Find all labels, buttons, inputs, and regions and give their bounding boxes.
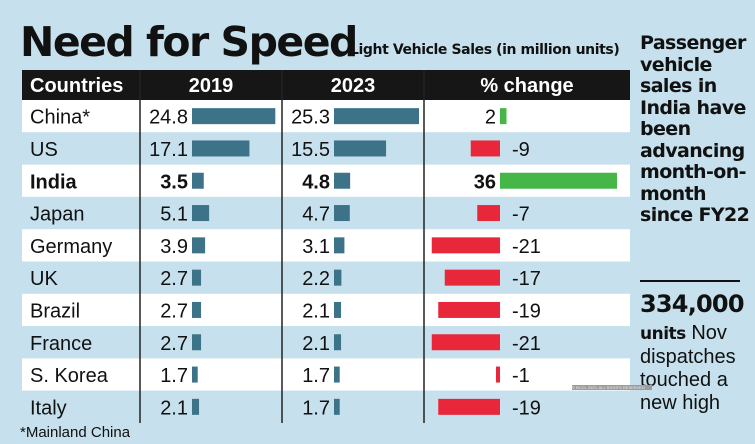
value-bar (334, 205, 350, 222)
cell-value-label: 2.2 (302, 268, 330, 290)
pct-change-bar (500, 108, 507, 125)
pct-change-label: -1 (512, 365, 530, 387)
table-row-bg (22, 390, 630, 423)
column-header: % change (480, 75, 573, 97)
pct-change-label: 36 (474, 171, 496, 193)
pct-change-label: -21 (512, 333, 541, 355)
pct-change-bar (477, 205, 500, 222)
cell-value-label: 2.7 (160, 268, 188, 290)
pct-change-label: -21 (512, 236, 541, 258)
cell-value-label: 3.5 (160, 171, 188, 193)
pct-change-bar (438, 398, 500, 415)
cell-value-label: 3.1 (302, 236, 330, 258)
value-bar (334, 334, 342, 351)
table-row-bg (22, 293, 630, 327)
value-bar (192, 269, 202, 286)
side-stat-text: Nov dispatches touched a new high (640, 322, 736, 414)
value-bar (334, 108, 419, 125)
value-bar (192, 398, 200, 415)
value-bar (192, 140, 250, 157)
pct-change-bar (438, 301, 500, 318)
pct-change-bar (431, 237, 500, 254)
value-bar (192, 366, 198, 383)
value-bar (334, 237, 345, 254)
row-country-label: US (30, 139, 58, 161)
pct-change-label: 2 (485, 107, 496, 129)
pct-change-bar (431, 334, 500, 351)
value-bar (192, 301, 202, 318)
column-header: Countries (30, 75, 123, 97)
table-row-bg (22, 358, 630, 391)
pct-change-bar (444, 269, 500, 286)
pct-change-label: -19 (512, 300, 541, 322)
cell-value-label: 2.1 (160, 397, 188, 419)
cell-value-label: 5.1 (160, 204, 188, 226)
cell-value-label: 2.7 (160, 300, 188, 322)
value-bar (334, 301, 342, 318)
value-bar (334, 172, 351, 189)
cell-value-label: 2.7 (160, 333, 188, 355)
pct-change-label: -7 (512, 204, 530, 226)
cell-value-label: 1.7 (160, 365, 188, 387)
pct-change-label: -19 (512, 397, 541, 419)
column-header: 2023 (331, 75, 376, 97)
row-country-label: Japan (30, 204, 85, 226)
row-country-label: Italy (30, 397, 67, 419)
table-row-bg (22, 100, 630, 133)
table-row-bg (22, 229, 630, 262)
row-country-label: Brazil (30, 300, 80, 322)
table-row-bg (22, 132, 630, 165)
table-row-bg (22, 261, 630, 294)
cell-value-label: 1.7 (302, 365, 330, 387)
cell-value-label: 24.8 (149, 107, 188, 129)
row-country-label: France (30, 333, 92, 355)
column-header: 2019 (189, 75, 234, 97)
side-note: Passenger vehicle sales in India have be… (640, 32, 750, 226)
cell-value-label: 2.1 (302, 333, 330, 355)
row-country-label: India (30, 171, 78, 193)
cell-value-label: 4.7 (302, 204, 330, 226)
pct-change-label: -9 (512, 139, 530, 161)
value-bar (334, 398, 340, 415)
chart-title: Need for Speed (20, 18, 358, 66)
value-bar (334, 366, 340, 383)
value-bar (334, 140, 387, 157)
value-bar (192, 205, 210, 222)
cell-value-label: 25.3 (291, 107, 330, 129)
cell-value-label: 17.1 (149, 139, 188, 161)
row-country-label: Germany (30, 236, 112, 258)
pct-change-bar (470, 140, 500, 157)
table-row-bg (22, 326, 630, 359)
row-country-label: S. Korea (30, 365, 109, 387)
side-divider (640, 280, 740, 282)
cell-value-label: 15.5 (291, 139, 330, 161)
row-country-label: China* (30, 107, 90, 129)
value-bar (192, 108, 276, 125)
cell-value-label: 2.1 (302, 300, 330, 322)
value-bar (192, 334, 202, 351)
cell-value-label: 3.9 (160, 236, 188, 258)
table-header-bg (22, 70, 630, 100)
pct-change-bar (500, 172, 617, 189)
cell-value-label: 4.8 (302, 171, 330, 193)
value-bar (334, 269, 342, 286)
row-country-label: UK (30, 268, 58, 290)
side-stat-number: 334,000 (640, 290, 745, 318)
value-bar (192, 237, 206, 254)
footnote: *Mainland China (20, 424, 131, 441)
pct-change-bar (496, 366, 500, 383)
cell-value-label: 1.7 (302, 397, 330, 419)
side-stat-unit: units (640, 324, 686, 344)
chart-subtitle: Light Vehicle Sales (in million units) (350, 42, 620, 58)
value-bar (192, 172, 204, 189)
side-stat-caption: units Nov dispatches touched a new high (640, 322, 752, 415)
copyright-watermark: © BCCL 2023. ALL RIGHTS RESERVED (572, 385, 652, 390)
pct-change-label: -17 (512, 268, 541, 290)
table-row-bg (22, 196, 630, 230)
